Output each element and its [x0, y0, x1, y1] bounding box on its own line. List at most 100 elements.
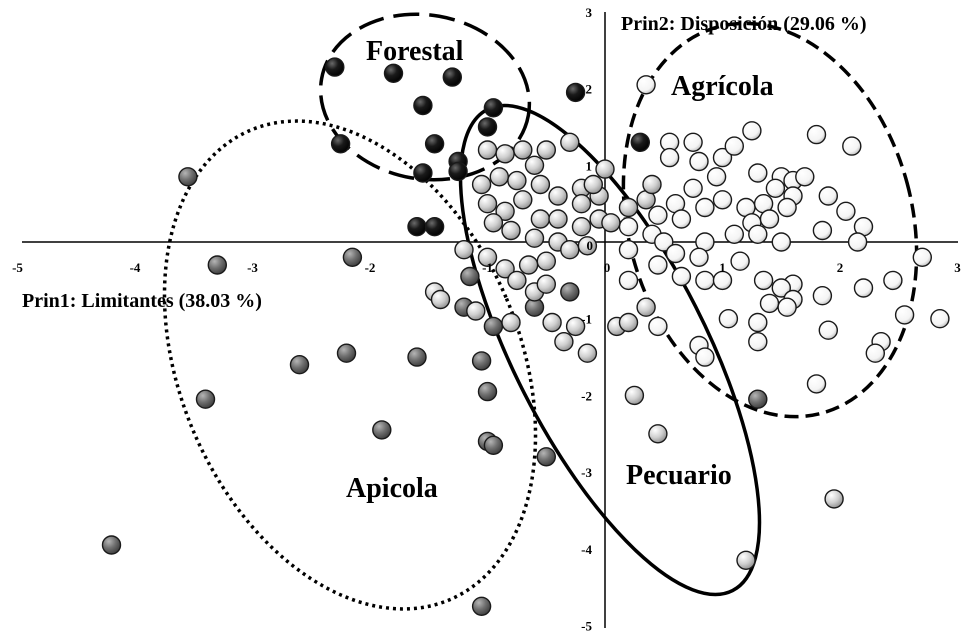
point-agricola-32 — [847, 232, 868, 252]
point-pecuario-30 — [560, 239, 580, 260]
point-pecuario-7 — [507, 170, 527, 191]
point-apicola-1 — [207, 255, 228, 275]
point-apicola-17 — [536, 447, 556, 467]
point-apicola-20 — [748, 389, 768, 409]
y-tick-label: -5 — [581, 619, 592, 634]
point-agricola-40 — [665, 243, 686, 264]
group-label-pecuario: Pecuario — [626, 460, 732, 491]
x-tick-label: 0 — [604, 260, 611, 275]
point-pecuario-23 — [571, 216, 592, 237]
point-agricola-45 — [753, 270, 774, 291]
point-pecuario-13 — [495, 201, 515, 222]
point-agricola-65 — [806, 374, 827, 394]
group-label-apicola: Apicola — [346, 473, 438, 504]
point-agricola-15 — [683, 178, 703, 199]
point-pecuario-5 — [524, 155, 545, 176]
x-tick-label: -2 — [365, 260, 376, 275]
point-agricola-3 — [742, 121, 762, 141]
group-label-agricola: Agrícola — [671, 71, 774, 102]
point-pecuario-9 — [548, 186, 568, 206]
point-pecuario-1 — [495, 144, 515, 164]
point-agricola-55 — [930, 309, 950, 329]
point-agricola-30 — [759, 209, 780, 229]
point-agricola-58 — [748, 312, 768, 333]
point-pecuario-25 — [454, 239, 474, 260]
point-forestal-13 — [565, 82, 586, 103]
point-pecuario-37 — [466, 301, 486, 321]
point-pecuario-26 — [477, 247, 498, 267]
point-agricola-50 — [712, 270, 733, 291]
point-agricola-35 — [654, 232, 674, 252]
point-pecuario-27 — [495, 259, 515, 279]
point-pecuario-0 — [477, 140, 498, 160]
point-agricola-8 — [712, 147, 733, 168]
point-pecuario-28 — [518, 255, 539, 275]
point-pecuario-40 — [565, 316, 586, 337]
x-tick-labels: -5 -4 -3 -2 -1 0 1 2 3 — [12, 260, 961, 275]
point-agricola-49 — [695, 270, 715, 291]
point-agricola-64 — [748, 332, 768, 352]
point-pecuario-44 — [618, 312, 639, 333]
point-apicola-0 — [178, 167, 198, 187]
point-pecuario-48 — [642, 174, 662, 195]
point-agricola-25 — [836, 201, 856, 222]
point-apicola-9 — [336, 343, 357, 363]
point-agricola-63 — [695, 347, 715, 367]
point-pecuario-39 — [542, 312, 562, 333]
point-pecuario-41 — [554, 332, 574, 352]
point-agricola-37 — [748, 224, 768, 245]
y-tick-label: -4 — [581, 542, 592, 557]
point-pecuario-17 — [571, 193, 592, 214]
point-pecuario-29 — [536, 251, 556, 271]
point-agricola-7 — [689, 151, 709, 172]
point-agricola-6 — [659, 147, 680, 168]
point-pecuario-49 — [595, 159, 615, 179]
data-points — [101, 57, 950, 616]
y-axis-title: Prin2: Disposición (29.06 %) — [621, 13, 867, 35]
point-apicola-10 — [407, 347, 427, 367]
point-agricola-44 — [671, 266, 692, 287]
point-apicola-3 — [460, 266, 480, 287]
point-pecuario-8 — [530, 174, 551, 195]
point-agricola-66 — [865, 343, 885, 363]
point-agricola-4 — [806, 124, 827, 145]
point-agricola-5 — [842, 136, 862, 156]
y-tick-label: 2 — [586, 82, 593, 97]
x-tick-label: -3 — [247, 260, 258, 275]
point-forestal-10 — [413, 163, 433, 183]
x-tick-label: -1 — [482, 260, 493, 275]
point-forestal-11 — [407, 216, 427, 237]
agricola-boundary — [621, 21, 919, 419]
point-agricola-41 — [689, 247, 709, 267]
point-agricola-14 — [795, 167, 815, 187]
point-agricola-11 — [748, 163, 768, 183]
apicola-boundary — [162, 119, 538, 611]
point-pecuario-51 — [601, 213, 621, 233]
point-pecuario-32 — [507, 270, 527, 291]
point-forestal-7 — [477, 117, 498, 137]
point-agricola-10 — [706, 167, 727, 187]
point-agricola-9 — [724, 136, 744, 156]
y-tick-label: 0 — [587, 238, 594, 253]
y-tick-label: -1 — [581, 312, 592, 327]
point-pecuario-2 — [513, 140, 533, 160]
point-agricola-48 — [771, 278, 791, 298]
point-apicola-13 — [477, 381, 498, 402]
point-agricola-67 — [894, 305, 915, 325]
point-agricola-21 — [695, 197, 715, 218]
point-forestal-14 — [630, 132, 650, 153]
point-apicola-8 — [289, 355, 310, 375]
point-agricola-2 — [683, 132, 703, 153]
point-agricola-42 — [730, 251, 750, 271]
point-pecuario-53 — [648, 424, 668, 444]
point-pecuario-50 — [583, 174, 603, 195]
x-tick-label: 3 — [954, 260, 961, 275]
forestal-boundary — [318, 12, 532, 182]
point-pecuario-3 — [536, 140, 556, 160]
point-forestal-0 — [325, 57, 345, 77]
point-apicola-19 — [471, 596, 492, 616]
point-agricola-24 — [777, 197, 797, 218]
point-apicola-7 — [483, 316, 504, 337]
point-forestal-5 — [330, 134, 351, 154]
